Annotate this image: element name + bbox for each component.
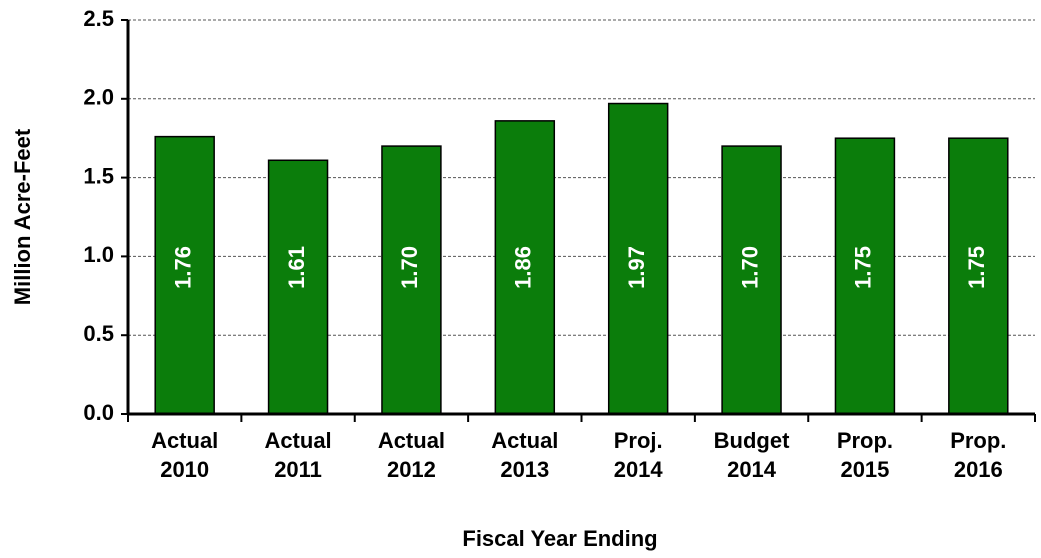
y-tick-label: 2.5 [83, 6, 114, 31]
x-tick-label-line: 2012 [387, 457, 436, 482]
x-tick-label-line: Actual [378, 428, 445, 453]
x-tick-label-line: Actual [491, 428, 558, 453]
x-tick-label-line: Budget [714, 428, 790, 453]
y-tick-label: 1.5 [83, 163, 114, 188]
bar [494, 120, 556, 415]
x-tick-label: Prop. 2015 [837, 428, 893, 482]
x-tick-label-line: Proj. [614, 428, 663, 453]
bar [948, 137, 1009, 415]
bar [267, 159, 329, 415]
value-label: 1.75 [851, 246, 876, 289]
x-tick-label-line: Actual [151, 428, 218, 453]
x-tick-label-line: 2013 [500, 457, 549, 482]
value-label: 1.61 [284, 246, 309, 289]
y-tick-label: 0.5 [83, 321, 114, 346]
y-tick-label: 0.0 [83, 400, 114, 425]
bar [381, 145, 442, 415]
x-tick-label-line: 2011 [274, 457, 322, 482]
value-label: 1.70 [397, 246, 422, 289]
x-tick-label: Actual 2013 [491, 428, 558, 482]
x-tick-label-line: 2016 [954, 457, 1003, 482]
x-tick-label-line: Prop. [950, 428, 1006, 453]
bar [721, 145, 782, 415]
bar [607, 102, 669, 415]
x-tick-label: Actual 2011 [264, 428, 331, 482]
x-tick-label: Actual 2012 [378, 428, 445, 482]
value-label: 1.70 [737, 246, 762, 289]
x-tick-label: Actual 2010 [151, 428, 218, 482]
value-label: 1.86 [511, 246, 536, 289]
value-label: 1.76 [171, 246, 196, 289]
x-tick-label: Prop. 2016 [950, 428, 1006, 482]
y-tick-label: 2.0 [83, 85, 114, 110]
x-tick-label-line: Actual [264, 428, 331, 453]
x-tick-label-line: 2014 [614, 457, 664, 482]
bar [834, 137, 896, 415]
x-axis-title: Fiscal Year Ending [462, 526, 657, 551]
x-tick-label-line: 2010 [160, 457, 209, 482]
value-label: 1.75 [964, 246, 989, 289]
x-tick-label-line: 2015 [840, 457, 889, 482]
x-tick-label: Budget 2014 [714, 428, 790, 482]
x-tick-label-line: Prop. [837, 428, 893, 453]
value-label: 1.97 [624, 246, 649, 289]
x-tick-label: Proj. 2014 [614, 428, 664, 482]
y-axis-title: Million Acre-Feet [10, 128, 35, 305]
x-tick-label-line: 2014 [727, 457, 777, 482]
y-tick-label: 1.0 [83, 242, 114, 267]
